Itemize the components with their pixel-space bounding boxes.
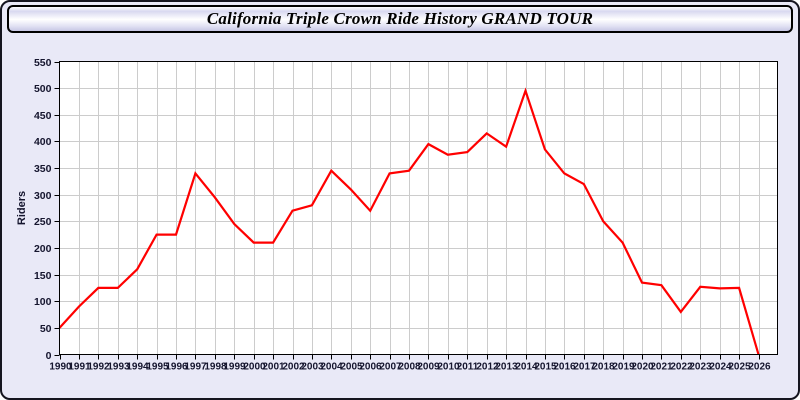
y-tick-label: 550: [34, 57, 52, 69]
y-tick-label: 100: [34, 296, 52, 308]
axis-ticks: [54, 62, 760, 360]
x-tick-label: 2014: [515, 362, 538, 373]
page-title: California Triple Crown Ride History GRA…: [206, 9, 594, 28]
x-tick-label: 2013: [495, 362, 518, 373]
y-axis-title: Riders: [16, 191, 28, 225]
riders-series-line: [58, 87, 760, 355]
x-tick-label: 2004: [320, 362, 343, 373]
x-tick-label: 1998: [204, 362, 227, 373]
x-tick-label: 1990: [49, 362, 72, 373]
x-tick-label: 2024: [709, 362, 732, 373]
plot-area: [59, 61, 778, 355]
y-tick-label: 350: [34, 163, 52, 175]
x-tick-label: 2017: [573, 362, 596, 373]
y-tick-label: 500: [34, 83, 52, 95]
x-tick-label: 2000: [243, 362, 266, 373]
x-axis-tick-labels: 1990199119921993199419951996199719981999…: [49, 362, 771, 373]
x-tick-label: 2006: [359, 362, 382, 373]
x-tick-label: 2005: [340, 362, 363, 373]
x-tick-label: 2021: [650, 362, 673, 373]
x-tick-label: 2007: [379, 362, 402, 373]
x-tick-label: 2026: [748, 362, 771, 373]
x-tick-label: 2018: [592, 362, 615, 373]
x-tick-label: 2003: [301, 362, 324, 373]
x-tick-label: 2010: [437, 362, 460, 373]
gridlines: [59, 61, 778, 355]
x-tick-label: 2025: [728, 362, 751, 373]
x-tick-label: 1992: [87, 362, 110, 373]
x-tick-label: 1999: [223, 362, 246, 373]
x-tick-label: 2012: [476, 362, 499, 373]
x-tick-label: 2002: [282, 362, 305, 373]
y-tick-label: 150: [34, 270, 52, 282]
x-tick-label: 2016: [553, 362, 576, 373]
x-tick-label: 2009: [417, 362, 440, 373]
x-tick-label: 2023: [689, 362, 712, 373]
x-tick-label: 2022: [670, 362, 693, 373]
x-tick-label: 1996: [165, 362, 188, 373]
x-tick-label: 1991: [68, 362, 91, 373]
y-tick-label: 0: [46, 350, 52, 362]
y-tick-label: 50: [40, 323, 52, 335]
x-tick-label: 1993: [107, 362, 130, 373]
y-tick-label: 300: [34, 190, 52, 202]
x-tick-label: 2015: [534, 362, 557, 373]
x-tick-label: 1994: [126, 362, 149, 373]
y-tick-label: 250: [34, 216, 52, 228]
x-tick-label: 2019: [612, 362, 635, 373]
x-tick-label: 1995: [146, 362, 169, 373]
y-tick-label: 400: [34, 136, 52, 148]
x-tick-label: 2011: [457, 362, 479, 373]
y-tick-label: 200: [34, 243, 52, 255]
x-tick-label: 1997: [184, 362, 207, 373]
chart-title-bar: California Triple Crown Ride History GRA…: [7, 5, 793, 33]
x-tick-label: 2008: [398, 362, 421, 373]
x-tick-label: 2020: [631, 362, 654, 373]
plot-frame: [59, 61, 778, 355]
y-tick-label: 450: [34, 110, 52, 122]
x-tick-label: 2001: [262, 362, 285, 373]
y-axis-tick-labels: 0 50 100 150 200 250 300 350 400 450 500 550: [34, 57, 52, 362]
